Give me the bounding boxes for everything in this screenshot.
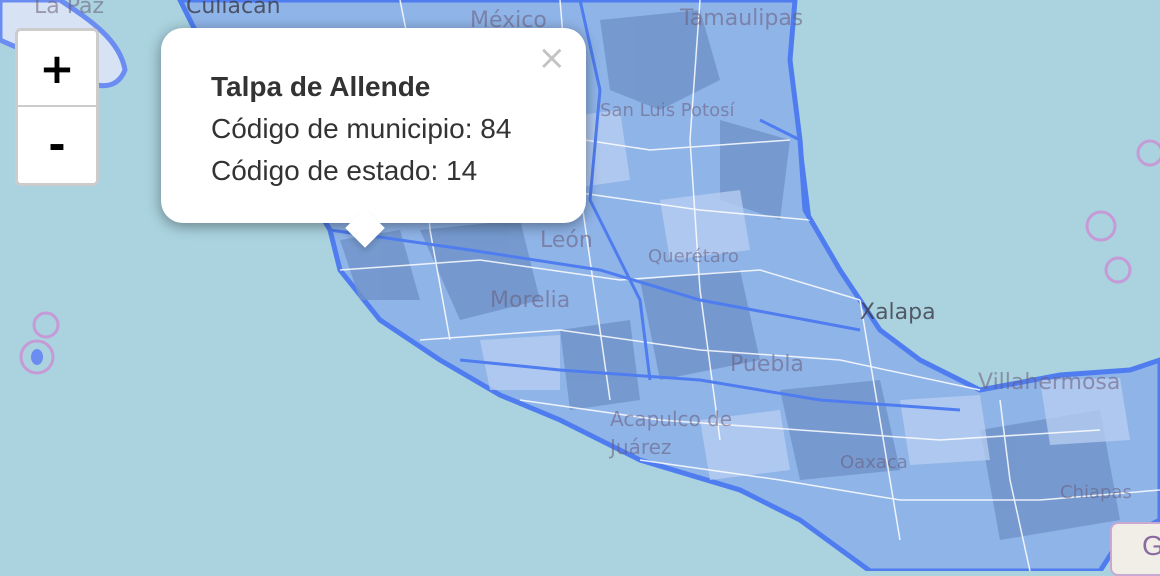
state-borders (329, 0, 961, 412)
popup-content: Talpa de Allende Código de municipio: 84… (211, 66, 511, 192)
popup-state-code: Código de estado: 14 (211, 155, 478, 186)
zoom-in-button[interactable]: + (18, 31, 96, 107)
popup-municipality-code: Código de municipio: 84 (211, 113, 512, 144)
zoom-out-button[interactable]: - (18, 107, 96, 183)
islands (19, 139, 1160, 375)
corner-label: G (1110, 522, 1160, 576)
island-fill (31, 349, 43, 365)
popup-close-button[interactable]: × (537, 38, 567, 78)
popup-title: Talpa de Allende (211, 71, 431, 102)
municipality-popup: × Talpa de Allende Código de municipio: … (161, 28, 586, 248)
zoom-control: + - (15, 28, 99, 186)
